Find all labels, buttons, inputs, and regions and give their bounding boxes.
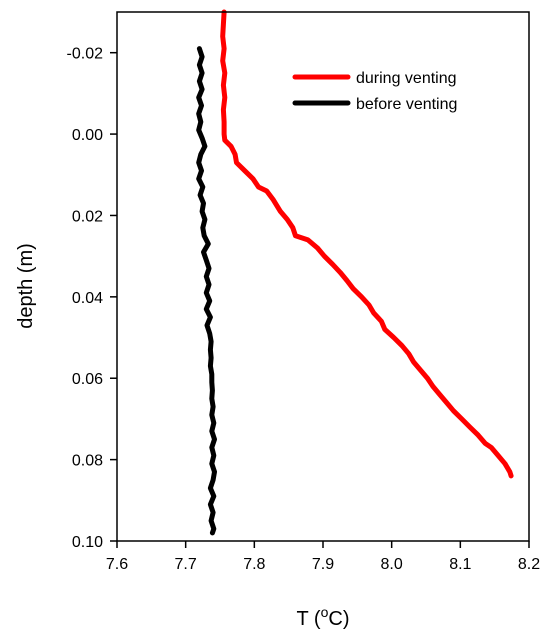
x-tick-label: 8.1 [449,556,471,573]
ticks-layer: 7.6 7.7 7.8 7.9 8.0 8.1 8.2 -0.02 0.00 0.02 0.04 0.… [67,46,541,573]
y-tick-label: 0.04 [72,290,103,307]
y-tick-label: -0.02 [67,46,104,63]
y-tick-label: 0.10 [72,534,103,551]
y-axis-title: depth (m) [15,243,37,329]
plot-frame [116,11,530,542]
series-line-before-venting [196,46,217,536]
x-tick-label: 8.2 [518,556,540,573]
series-line-during-venting [220,9,514,479]
x-tick-label: 7.8 [243,556,265,573]
legend-label: before venting [356,96,457,113]
x-tick-label: 8.0 [381,556,403,573]
x-axis-title: T (oC) [297,604,350,630]
x-tick-label: 7.7 [175,556,197,573]
legend: during venting before venting [292,70,457,113]
series-layer [196,9,514,536]
y-tick-label: 0.02 [72,208,103,225]
y-tick-label: 0.00 [72,127,103,144]
legend-label: during venting [356,70,457,87]
x-tick-label: 7.9 [312,556,334,573]
x-tick-label: 7.6 [106,556,128,573]
y-tick-label: 0.06 [72,371,103,388]
y-tick-label: 0.08 [72,453,103,470]
